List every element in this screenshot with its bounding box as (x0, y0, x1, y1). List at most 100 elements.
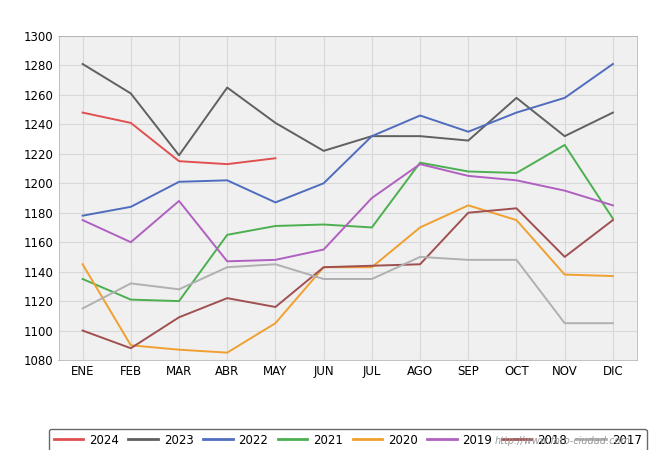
2017 (320, 276, 328, 282)
2022 (513, 110, 521, 115)
2022 (609, 61, 617, 67)
2024 (272, 156, 280, 161)
2023 (272, 120, 280, 126)
2020 (320, 265, 328, 270)
2023 (561, 134, 569, 139)
2021 (320, 222, 328, 227)
2021 (224, 232, 231, 238)
2019 (416, 162, 424, 167)
2024 (127, 120, 135, 126)
2019 (175, 198, 183, 204)
2018 (609, 217, 617, 223)
2021 (609, 216, 617, 221)
2022 (127, 204, 135, 210)
2022 (272, 200, 280, 205)
2020 (609, 273, 617, 279)
2020 (513, 217, 521, 223)
Text: http://www.foro-ciudad.com: http://www.foro-ciudad.com (495, 436, 630, 446)
2019 (272, 257, 280, 262)
2017 (609, 320, 617, 326)
2022 (79, 213, 86, 218)
2021 (513, 170, 521, 176)
2022 (416, 113, 424, 118)
2024 (224, 162, 231, 167)
2020 (224, 350, 231, 356)
2022 (561, 95, 569, 100)
2018 (416, 261, 424, 267)
Line: 2022: 2022 (83, 64, 613, 216)
2020 (561, 272, 569, 277)
2020 (368, 265, 376, 270)
2019 (320, 247, 328, 252)
Line: 2023: 2023 (83, 64, 613, 155)
2017 (464, 257, 472, 262)
2023 (320, 148, 328, 153)
2019 (561, 188, 569, 194)
2024 (175, 158, 183, 164)
2020 (416, 225, 424, 230)
2017 (513, 257, 521, 262)
2018 (464, 210, 472, 216)
2020 (464, 202, 472, 208)
2021 (561, 142, 569, 148)
2019 (127, 239, 135, 245)
2023 (609, 110, 617, 115)
2019 (609, 202, 617, 208)
2017 (224, 265, 231, 270)
2020 (272, 320, 280, 326)
Line: 2017: 2017 (83, 257, 613, 323)
2019 (513, 178, 521, 183)
2021 (175, 298, 183, 304)
2017 (368, 276, 376, 282)
Line: 2020: 2020 (83, 205, 613, 353)
2021 (272, 223, 280, 229)
Text: Afiliados en Buenavista del Norte a 31/5/2024: Afiliados en Buenavista del Norte a 31/5… (93, 9, 557, 27)
2018 (175, 315, 183, 320)
2023 (416, 134, 424, 139)
2019 (224, 259, 231, 264)
2017 (561, 320, 569, 326)
2017 (79, 306, 86, 311)
2021 (127, 297, 135, 302)
2021 (368, 225, 376, 230)
2022 (464, 129, 472, 135)
Line: 2021: 2021 (83, 145, 613, 301)
2023 (368, 134, 376, 139)
2021 (416, 160, 424, 165)
Line: 2024: 2024 (83, 112, 276, 164)
2018 (368, 263, 376, 269)
2018 (513, 206, 521, 211)
Line: 2019: 2019 (83, 164, 613, 261)
2018 (320, 265, 328, 270)
2022 (320, 180, 328, 186)
2019 (368, 195, 376, 201)
2018 (272, 304, 280, 310)
2022 (224, 178, 231, 183)
2023 (224, 85, 231, 90)
2021 (464, 169, 472, 174)
2019 (79, 217, 86, 223)
2018 (79, 328, 86, 333)
2019 (464, 173, 472, 179)
2021 (79, 276, 86, 282)
2018 (561, 254, 569, 260)
2022 (175, 179, 183, 184)
2022 (368, 134, 376, 139)
2023 (79, 61, 86, 67)
Legend: 2024, 2023, 2022, 2021, 2020, 2019, 2018, 2017: 2024, 2023, 2022, 2021, 2020, 2019, 2018… (49, 429, 647, 450)
2020 (79, 261, 86, 267)
2017 (175, 287, 183, 292)
2024 (79, 110, 86, 115)
2023 (464, 138, 472, 143)
2017 (416, 254, 424, 260)
2017 (127, 281, 135, 286)
2018 (127, 346, 135, 351)
2018 (224, 296, 231, 301)
2017 (272, 261, 280, 267)
2020 (127, 342, 135, 348)
2020 (175, 347, 183, 352)
Line: 2018: 2018 (83, 208, 613, 348)
2023 (127, 91, 135, 96)
2023 (513, 95, 521, 100)
2023 (175, 153, 183, 158)
